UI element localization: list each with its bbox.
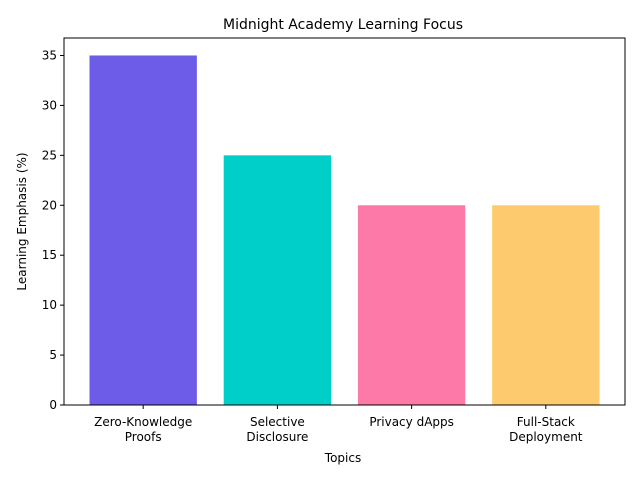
chart-title: Midnight Academy Learning Focus xyxy=(223,17,463,33)
y-tick-label-1: 5 xyxy=(49,348,57,362)
bar-0 xyxy=(89,55,197,405)
y-axis-ticks: 0 5 10 15 20 25 30 35 xyxy=(42,48,64,412)
y-tick-label-3: 15 xyxy=(42,248,57,262)
x-tick-label-2: Privacy dApps xyxy=(369,415,454,429)
y-tick-label-2: 10 xyxy=(42,298,57,312)
y-axis-label: Learning Emphasis (%) xyxy=(15,152,29,290)
x-tick-label-0: Zero-Knowledge Proofs xyxy=(94,415,192,444)
plot-frame xyxy=(63,37,626,406)
bar-1 xyxy=(223,155,332,405)
y-tick-label-6: 30 xyxy=(42,98,57,112)
bar-2 xyxy=(357,205,466,405)
y-tick-label-0: 0 xyxy=(49,398,57,412)
y-tick-label-5: 25 xyxy=(42,148,57,162)
x-tick-label-1: Selective Disclosure xyxy=(246,415,308,444)
bar-3 xyxy=(492,205,600,405)
y-tick-label-7: 35 xyxy=(42,48,57,62)
bars-group xyxy=(89,55,600,405)
y-tick-label-4: 20 xyxy=(42,198,57,212)
x-axis-ticks: Zero-Knowledge Proofs Selective Disclosure P… xyxy=(94,405,583,444)
x-tick-label-3: Full-Stack Deployment xyxy=(509,415,583,444)
x-axis-label: Topics xyxy=(324,451,361,465)
